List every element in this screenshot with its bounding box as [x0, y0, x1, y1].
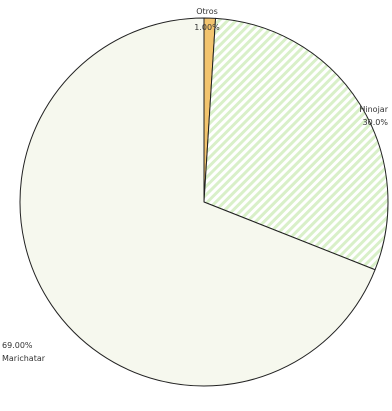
label-marichatar: 69.00% Marichatar [2, 341, 46, 363]
label-otros: Otros 1.00% [194, 7, 220, 32]
slice-label-marichatar: Marichatar [2, 354, 46, 363]
slice-value-hinojar: 30.0% [363, 118, 389, 127]
slice-value-otros: 1.00% [194, 23, 220, 32]
slice-hinojar [203, 17, 389, 271]
pie-slices [19, 17, 389, 387]
slice-label-hinojar: Hinojar [359, 105, 388, 114]
slice-marichatar [19, 17, 376, 387]
label-hinojar: Hinojar 30.0% [359, 105, 388, 127]
slice-label-otros: Otros [196, 7, 218, 16]
slice-value-marichatar: 69.00% [2, 341, 33, 350]
